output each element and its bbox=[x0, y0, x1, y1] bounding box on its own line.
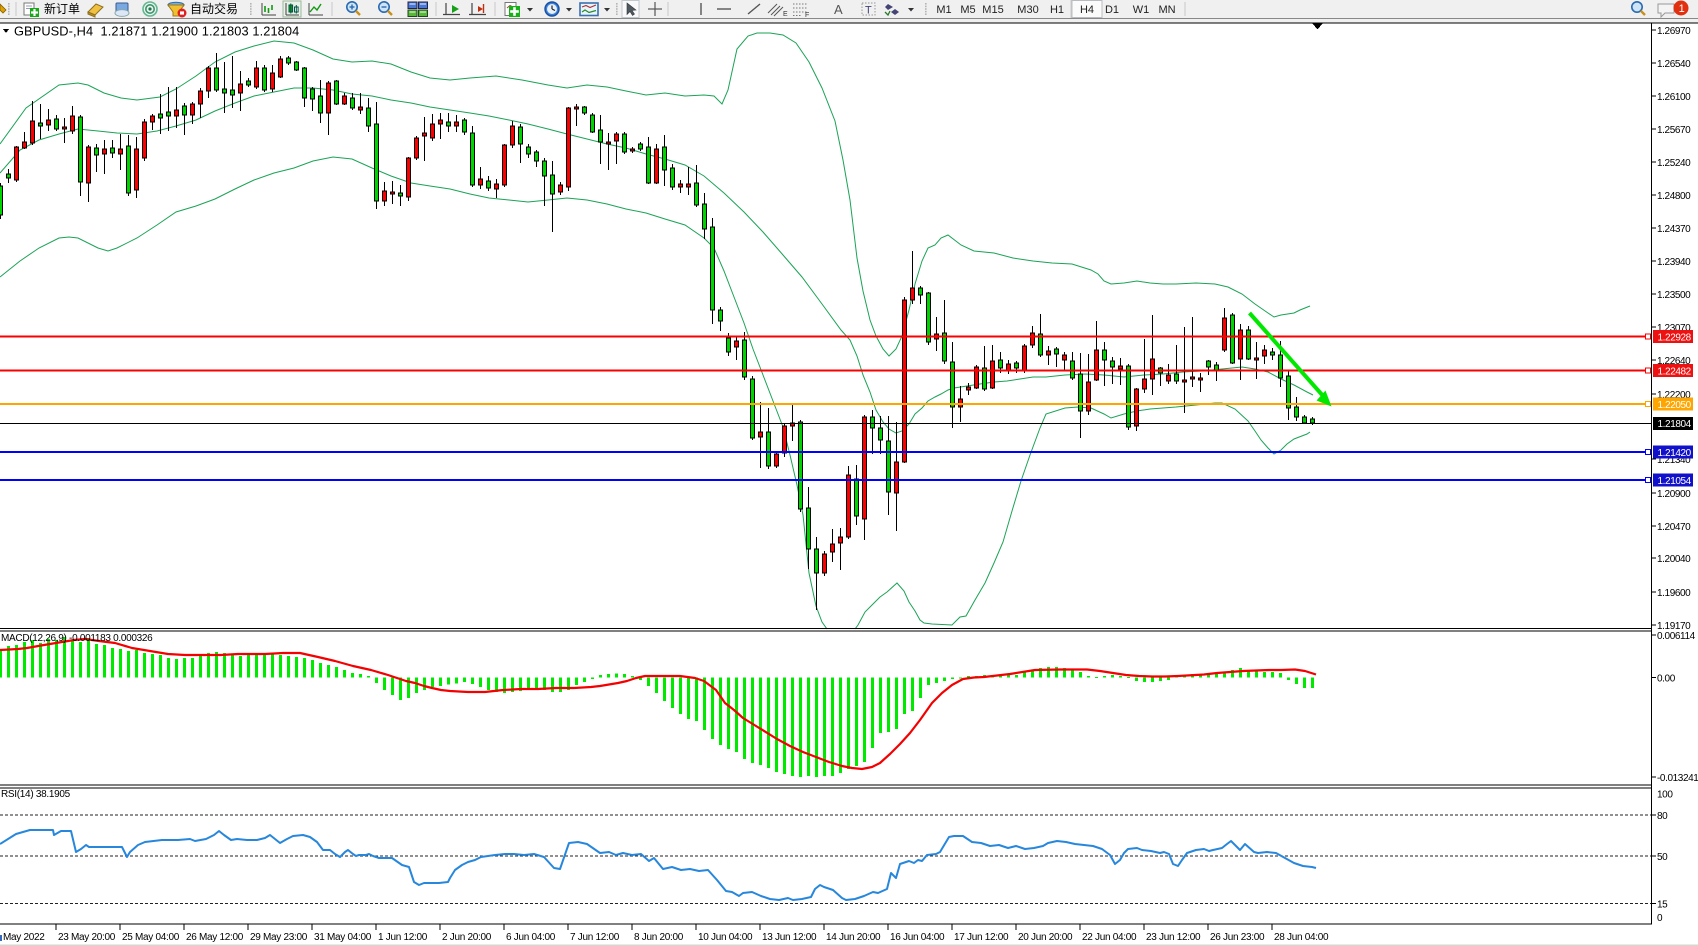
svg-text:1: 1 bbox=[1679, 3, 1685, 15]
svg-text:1.21340: 1.21340 bbox=[1657, 455, 1691, 466]
svg-text:H1: H1 bbox=[1050, 4, 1064, 16]
svg-text:23 Jun 12:00: 23 Jun 12:00 bbox=[1146, 932, 1201, 943]
svg-text:A: A bbox=[834, 2, 843, 17]
svg-text:新订单: 新订单 bbox=[44, 1, 80, 16]
svg-text:1.23070: 1.23070 bbox=[1657, 323, 1691, 334]
svg-text:1.22200: 1.22200 bbox=[1657, 390, 1691, 401]
svg-text:22 Jun 04:00: 22 Jun 04:00 bbox=[1082, 932, 1137, 943]
svg-text:20 Jun 20:00: 20 Jun 20:00 bbox=[1018, 932, 1073, 943]
svg-text:25 May 04:00: 25 May 04:00 bbox=[122, 932, 180, 943]
svg-text:1.24370: 1.24370 bbox=[1657, 224, 1691, 235]
svg-text:17 Jun 12:00: 17 Jun 12:00 bbox=[954, 932, 1009, 943]
svg-text:1 Jun 12:00: 1 Jun 12:00 bbox=[378, 932, 428, 943]
svg-text:E: E bbox=[783, 11, 788, 18]
svg-text:MACD(12,26,9) -0.001183 0.0003: MACD(12,26,9) -0.001183 0.000326 bbox=[1, 633, 153, 644]
svg-text:D1: D1 bbox=[1105, 4, 1119, 16]
svg-text:1.22482: 1.22482 bbox=[1658, 366, 1692, 377]
svg-text:0.00: 0.00 bbox=[1657, 673, 1676, 684]
svg-text:M15: M15 bbox=[982, 4, 1003, 16]
svg-text:1.25240: 1.25240 bbox=[1657, 158, 1691, 169]
svg-text:1.24800: 1.24800 bbox=[1657, 191, 1691, 202]
svg-text:GBPUSD-,H4 1.21871 1.21900 1.: GBPUSD-,H4 1.21871 1.21900 1.21803 1.218… bbox=[14, 24, 299, 39]
svg-text:26 May 12:00: 26 May 12:00 bbox=[186, 932, 244, 943]
svg-text:1.25670: 1.25670 bbox=[1657, 125, 1691, 136]
svg-text:1.20040: 1.20040 bbox=[1657, 554, 1691, 565]
svg-text:0.006114: 0.006114 bbox=[1657, 631, 1696, 642]
svg-text:1.19170: 1.19170 bbox=[1657, 621, 1691, 632]
svg-text:1.26970: 1.26970 bbox=[1657, 26, 1691, 37]
svg-text:F: F bbox=[805, 12, 809, 18]
svg-text:May 2022: May 2022 bbox=[3, 932, 45, 943]
svg-text:6 Jun 04:00: 6 Jun 04:00 bbox=[506, 932, 556, 943]
svg-text:自动交易: 自动交易 bbox=[190, 1, 238, 16]
svg-text:29 May 23:00: 29 May 23:00 bbox=[250, 932, 308, 943]
svg-text:23 May 20:00: 23 May 20:00 bbox=[58, 932, 116, 943]
svg-text:15: 15 bbox=[1657, 899, 1668, 910]
svg-text:80: 80 bbox=[1657, 811, 1668, 822]
svg-text:1.26540: 1.26540 bbox=[1657, 59, 1691, 70]
svg-text:100: 100 bbox=[1657, 789, 1673, 800]
svg-text:50: 50 bbox=[1657, 852, 1668, 863]
svg-text:8 Jun 20:00: 8 Jun 20:00 bbox=[634, 932, 684, 943]
svg-text:16 Jun 04:00: 16 Jun 04:00 bbox=[890, 932, 945, 943]
svg-text:1.20900: 1.20900 bbox=[1657, 489, 1691, 500]
svg-text:31 May 04:00: 31 May 04:00 bbox=[314, 932, 372, 943]
svg-text:M1: M1 bbox=[936, 4, 951, 16]
svg-text:M30: M30 bbox=[1017, 4, 1038, 16]
svg-text:1.23940: 1.23940 bbox=[1657, 257, 1691, 268]
svg-text:MN: MN bbox=[1158, 4, 1175, 16]
svg-text:1.21420: 1.21420 bbox=[1658, 448, 1692, 459]
svg-text:14 Jun 20:00: 14 Jun 20:00 bbox=[826, 932, 881, 943]
svg-text:26 Jun 23:00: 26 Jun 23:00 bbox=[1210, 932, 1265, 943]
svg-text:1.20470: 1.20470 bbox=[1657, 522, 1691, 533]
svg-text:28 Jun 04:00: 28 Jun 04:00 bbox=[1274, 932, 1329, 943]
svg-text:W1: W1 bbox=[1133, 4, 1150, 16]
svg-text:2 Jun 20:00: 2 Jun 20:00 bbox=[442, 932, 492, 943]
svg-text:T: T bbox=[865, 5, 872, 17]
svg-text:M5: M5 bbox=[960, 4, 975, 16]
svg-text:1.22640: 1.22640 bbox=[1657, 356, 1691, 367]
svg-text:1.21804: 1.21804 bbox=[1658, 419, 1692, 430]
svg-text:7 Jun 12:00: 7 Jun 12:00 bbox=[570, 932, 620, 943]
svg-text:H4: H4 bbox=[1080, 4, 1094, 16]
svg-text:RSI(14) 38.1905: RSI(14) 38.1905 bbox=[1, 789, 71, 800]
svg-text:1.23500: 1.23500 bbox=[1657, 290, 1691, 301]
svg-text:1.21054: 1.21054 bbox=[1658, 476, 1692, 487]
svg-text:1.22050: 1.22050 bbox=[1658, 400, 1692, 411]
svg-text:-0.013241: -0.013241 bbox=[1657, 773, 1698, 784]
svg-text:10 Jun 04:00: 10 Jun 04:00 bbox=[698, 932, 753, 943]
svg-text:1.22928: 1.22928 bbox=[1658, 332, 1692, 343]
svg-text:1.19600: 1.19600 bbox=[1657, 588, 1691, 599]
svg-text:1.26100: 1.26100 bbox=[1657, 92, 1691, 103]
svg-text:13 Jun 12:00: 13 Jun 12:00 bbox=[762, 932, 817, 943]
svg-text:0: 0 bbox=[1657, 913, 1663, 924]
